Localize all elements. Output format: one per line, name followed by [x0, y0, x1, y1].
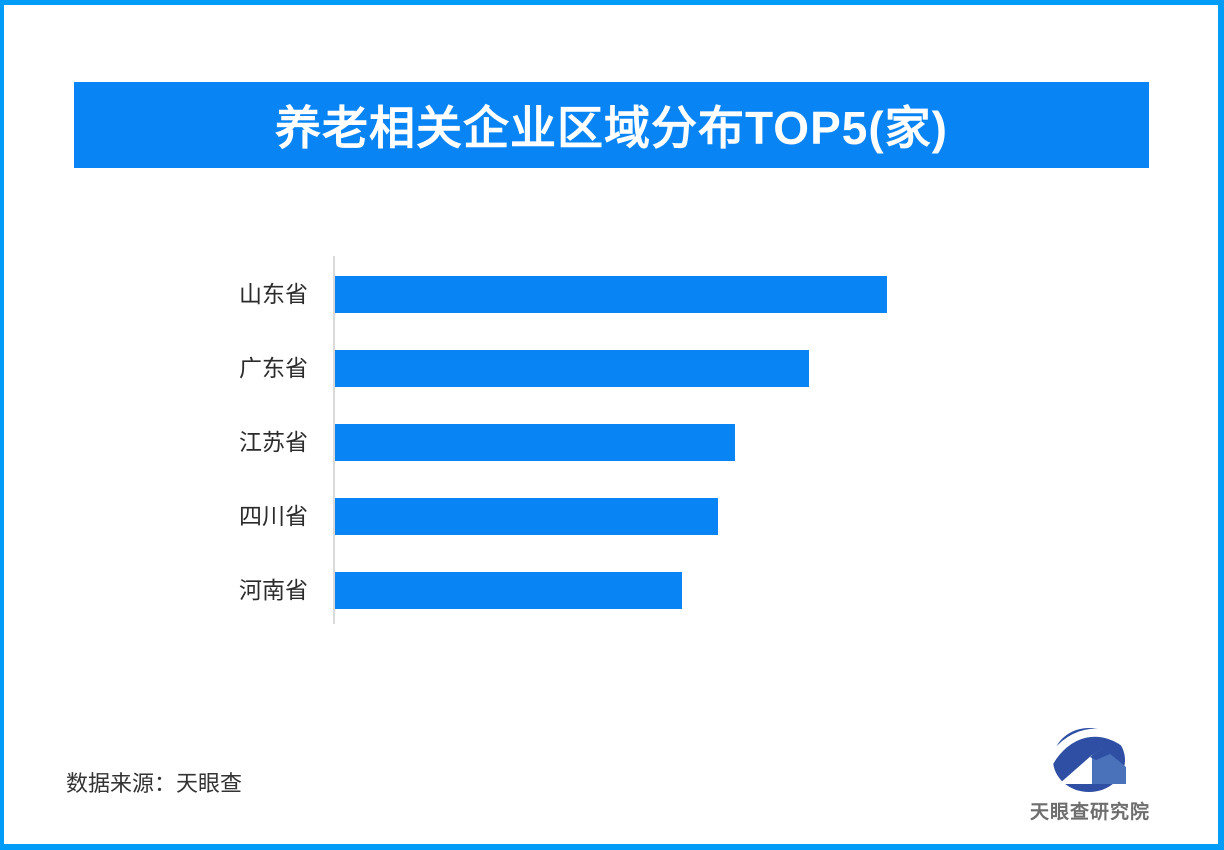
bar-chart: 山东省广东省江苏省四川省河南省 — [4, 5, 1218, 844]
bar — [335, 350, 809, 387]
bar — [335, 572, 682, 609]
data-source-text: 数据来源：天眼查 — [66, 771, 243, 796]
bar-row: 山东省 — [4, 276, 1218, 313]
tianyancha-logo-icon — [1052, 728, 1128, 792]
brand-logo-block: 天眼查研究院 — [1023, 727, 1157, 824]
bar — [335, 424, 735, 461]
category-label: 河南省 — [239, 577, 308, 603]
category-label: 四川省 — [239, 503, 308, 529]
y-axis-line — [333, 256, 335, 624]
category-label: 广东省 — [239, 355, 308, 381]
bar-row: 江苏省 — [4, 424, 1218, 461]
chart-title: 养老相关企业区域分布TOP5(家) — [275, 102, 948, 154]
chart-title-banner: 养老相关企业区域分布TOP5(家) — [74, 82, 1149, 168]
bar — [335, 276, 887, 313]
bar-row: 四川省 — [4, 498, 1218, 535]
category-label: 江苏省 — [239, 429, 308, 455]
brand-name: 天眼查研究院 — [1029, 802, 1150, 823]
category-label: 山东省 — [239, 281, 308, 307]
bar-row: 广东省 — [4, 350, 1218, 387]
bar — [335, 498, 718, 535]
bar-row: 河南省 — [4, 572, 1218, 609]
